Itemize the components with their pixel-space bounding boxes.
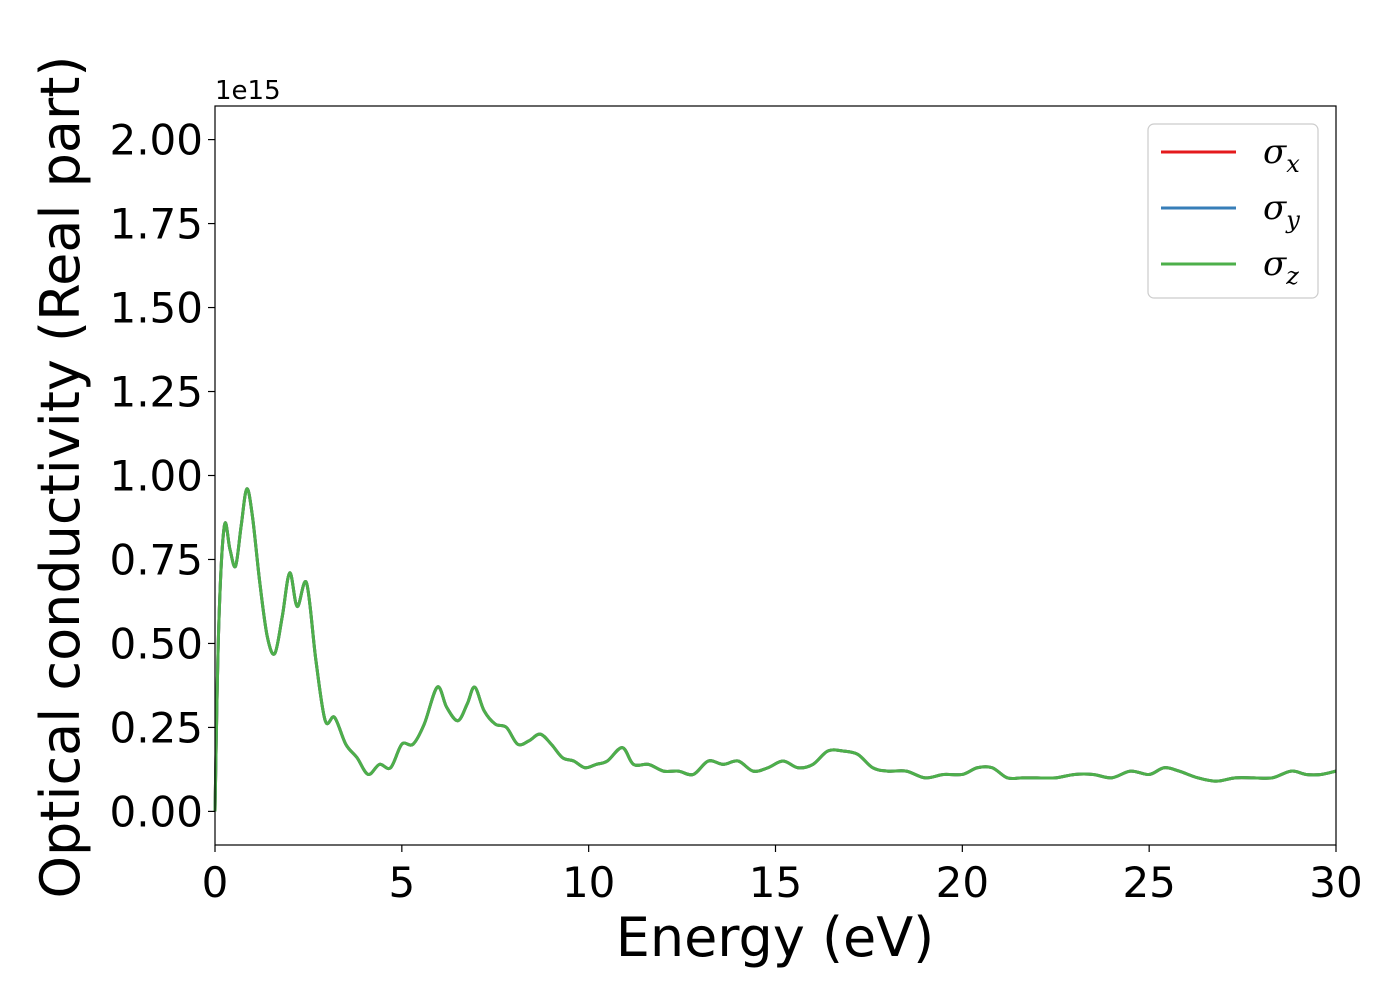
y-axis-label: Optical conductivity (Real part)	[29, 56, 92, 899]
y-tick-label: 1.00	[109, 452, 203, 501]
x-axis-ticks: 0 5 10 15 20 25 30	[202, 845, 1363, 907]
x-tick-label: 20	[936, 858, 989, 907]
legend-box	[1147, 123, 1319, 299]
y-offset-label: 1e15	[215, 76, 281, 106]
y-tick-label: 1.50	[109, 284, 203, 333]
y-tick-label: 0.75	[109, 535, 203, 584]
y-tick-label: 0.25	[109, 703, 203, 752]
series-lines	[213, 487, 1337, 812]
y-tick-label: 2.00	[109, 116, 203, 165]
y-tick-label: 0.50	[109, 619, 203, 668]
series-line-sigma-z	[213, 487, 1337, 812]
x-tick-label: 0	[202, 858, 229, 907]
x-tick-label: 25	[1122, 858, 1175, 907]
x-tick-label: 10	[562, 858, 615, 907]
x-axis-label: Energy (eV)	[616, 906, 935, 969]
y-tick-label: 1.25	[109, 368, 203, 417]
y-tick-label: 1.75	[109, 200, 203, 249]
x-tick-label: 30	[1309, 858, 1362, 907]
x-tick-label: 15	[749, 858, 802, 907]
y-axis-ticks: 0.00 0.25 0.50 0.75 1.00 1.25 1.50 1.75 2.00	[109, 116, 215, 836]
y-tick-label: 0.00	[109, 787, 203, 836]
x-tick-label: 5	[388, 858, 415, 907]
